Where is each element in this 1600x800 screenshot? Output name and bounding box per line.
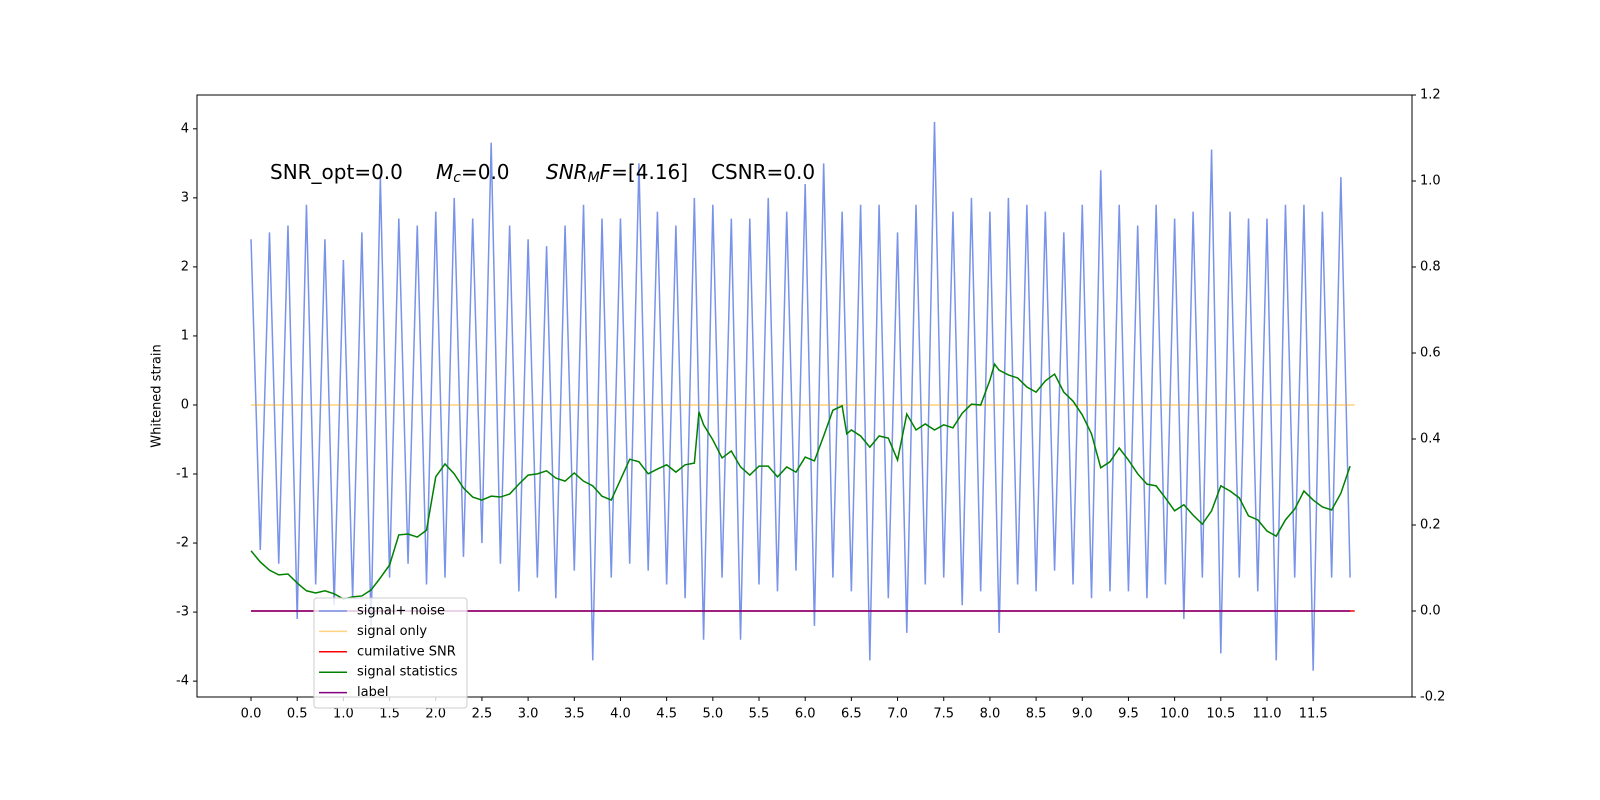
x-tick-label: 0.5 [287, 707, 308, 722]
annotation-part: M [588, 170, 600, 186]
y2-tick-label: 0.2 [1420, 518, 1441, 533]
y-tick-label: -3 [176, 605, 189, 620]
annotation-part: SNR_opt=0.0 [270, 160, 403, 184]
y-tick-label: 3 [181, 190, 189, 205]
y-tick-label: -1 [176, 467, 189, 482]
x-tick-label: 9.5 [1118, 707, 1139, 722]
y-tick-label: 4 [181, 121, 189, 136]
x-tick-label: 8.0 [980, 707, 1001, 722]
legend-label: signal only [357, 624, 427, 639]
legend-label: signal+ noise [357, 604, 445, 619]
annotation: Mc=0.0 [436, 160, 510, 187]
y2-tick-label: 0.8 [1420, 260, 1441, 275]
x-tick-label: 6.5 [841, 707, 862, 722]
x-tick-label: 7.5 [933, 707, 954, 722]
y2-tick-label: 0.4 [1420, 432, 1441, 447]
y-tick-label: -4 [176, 674, 189, 689]
x-tick-label: 3.0 [518, 707, 539, 722]
y2-tick-label: -0.2 [1420, 690, 1445, 705]
annotation-part: M [436, 160, 453, 184]
y-tick-label: 0 [181, 397, 189, 412]
x-tick-label: 10.0 [1160, 707, 1189, 722]
series-line [250, 121, 1351, 671]
annotation-part: =0.0 [461, 160, 510, 184]
x-tick-label: 7.0 [887, 707, 908, 722]
x-tick-label: 9.0 [1072, 707, 1093, 722]
x-tick-label: 5.5 [749, 707, 770, 722]
y-axis-label: Whitened strain [150, 344, 165, 447]
x-tick-label: 6.0 [795, 707, 816, 722]
y-tick-label: -2 [176, 536, 189, 551]
annotation: CSNR=0.0 [711, 160, 815, 184]
annotation-part: CSNR=0.0 [711, 160, 815, 184]
y-tick-label: 1 [181, 328, 189, 343]
series-line [250, 362, 1351, 600]
annotation-part: c [453, 170, 461, 186]
y2-tick-label: 0.6 [1420, 346, 1441, 361]
x-tick-label: 3.5 [564, 707, 585, 722]
legend-label: signal statistics [357, 665, 458, 680]
x-tick-label: 4.5 [656, 707, 677, 722]
annotation-part: =[4.16] [611, 160, 688, 184]
y2-tick-label: 0.0 [1420, 604, 1441, 619]
x-tick-label: 1.5 [379, 707, 400, 722]
legend-label: cumilative SNR [357, 644, 456, 659]
legend: signal+ noise signal only cumilative SNR si… [313, 597, 468, 709]
x-tick-label: 10.5 [1206, 707, 1235, 722]
x-tick-label: 2.0 [425, 707, 446, 722]
x-tick-label: 0.0 [241, 707, 262, 722]
plot-frame [196, 94, 1413, 698]
annotation-part: F [600, 160, 612, 184]
y-tick-label: 2 [181, 259, 189, 274]
x-tick-label: 11.5 [1299, 707, 1328, 722]
y2-tick-label: 1.2 [1420, 88, 1441, 103]
legend-box [313, 597, 468, 709]
annotation: SNRMF=[4.16] [546, 160, 688, 187]
x-tick-label: 5.0 [702, 707, 723, 722]
annotation-part: SNR [546, 160, 588, 184]
x-tick-label: 4.0 [610, 707, 631, 722]
x-tick-label: 1.0 [333, 707, 354, 722]
x-tick-label: 11.0 [1253, 707, 1282, 722]
y2-tick-label: 1.0 [1420, 174, 1441, 189]
x-tick-label: 8.5 [1026, 707, 1047, 722]
annotation: SNR_opt=0.0 [270, 160, 403, 184]
legend-label: label [357, 685, 388, 700]
x-tick-label: 2.5 [472, 707, 493, 722]
